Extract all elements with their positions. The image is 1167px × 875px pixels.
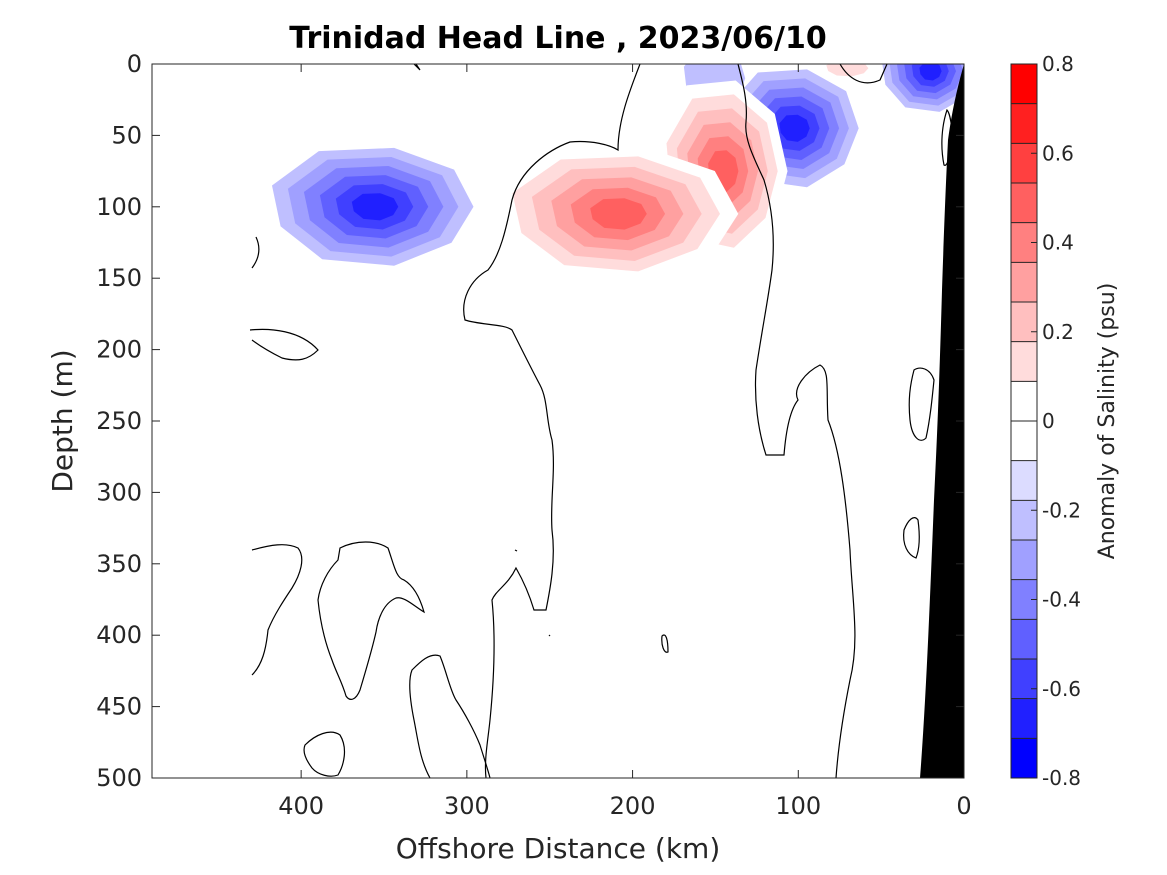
x-tick-label: 200 [610, 792, 656, 820]
colorbar-tick-label: -0.4 [1042, 588, 1081, 612]
colorbar-swatch [1011, 738, 1037, 779]
anomaly-fill-layer [272, 64, 964, 282]
x-tick-label: 100 [775, 792, 821, 820]
colorbar-swatch [1011, 143, 1037, 184]
colorbar: -0.8 -0.6 -0.4 -0.2 0 0.2 0.4 0.6 0.8 [1010, 52, 1081, 790]
colorbar-swatch [1011, 500, 1037, 541]
colorbar-swatch [1011, 183, 1037, 224]
zero-contour-line [661, 634, 669, 653]
x-axis: 400 300 200 100 0 [278, 64, 972, 820]
zero-contour-line [303, 731, 346, 777]
x-tick-label: 400 [278, 792, 324, 820]
bathymetry-slope [920, 64, 964, 778]
anomaly-band [351, 193, 399, 221]
zero-contour-line [463, 64, 641, 778]
y-tick-label: 450 [96, 693, 142, 721]
anomaly-band [826, 64, 869, 77]
colorbar-swatch [1011, 302, 1037, 343]
colorbar-tick-label: 0.4 [1042, 231, 1074, 255]
colorbar-swatch [1011, 460, 1037, 501]
chart-title: Trinidad Head Line , 2023/06/10 [289, 21, 826, 56]
y-tick-label: 500 [96, 764, 142, 792]
zero-contour-line [548, 634, 551, 637]
colorbar-tick-label: 0.2 [1042, 320, 1074, 344]
x-tick-label: 300 [444, 792, 490, 820]
colorbar-tick-label: 0 [1042, 409, 1055, 433]
colorbar-swatch [1011, 698, 1037, 739]
y-tick-label: 0 [127, 50, 142, 78]
colorbar-tick-label: 0.8 [1042, 52, 1074, 76]
colorbar-swatch [1011, 64, 1037, 105]
colorbar-swatch [1011, 262, 1037, 303]
colorbar-swatch [1011, 659, 1037, 700]
zero-contour-line [903, 517, 920, 559]
y-tick-label: 250 [96, 407, 142, 435]
colorbar-tick-label: 0.6 [1042, 141, 1074, 165]
y-tick-label: 350 [96, 550, 142, 578]
x-tick-label: 0 [956, 792, 971, 820]
zero-contour-line [409, 654, 491, 778]
anomaly-band [590, 198, 647, 230]
y-axis-label: Depth (m) [46, 349, 79, 492]
y-tick-label: 50 [111, 121, 142, 149]
colorbar-tick-label: -0.6 [1042, 677, 1081, 701]
zero-contour-line [251, 544, 303, 676]
colorbar-swatch [1011, 540, 1037, 581]
y-tick-label: 300 [96, 478, 142, 506]
zero-contour-line [317, 541, 425, 700]
y-axis: 0 50 100 150 200 250 300 350 400 450 500 [96, 50, 964, 792]
colorbar-swatch [1011, 421, 1037, 462]
zero-contour-line [249, 328, 319, 361]
zero-contour-line [839, 64, 888, 84]
anomaly-band [779, 114, 810, 142]
y-tick-label: 100 [96, 193, 142, 221]
y-tick-label: 200 [96, 336, 142, 364]
zero-contour-line [251, 236, 260, 269]
colorbar-tick-label: -0.2 [1042, 498, 1081, 522]
zero-contour-line [514, 549, 518, 552]
y-tick-label: 150 [96, 264, 142, 292]
anomaly-band [919, 64, 942, 81]
x-axis-label: Offshore Distance (km) [396, 832, 721, 865]
zero-contour-line [737, 64, 856, 778]
y-tick-label: 400 [96, 621, 142, 649]
colorbar-tick-label: -0.8 [1042, 766, 1081, 790]
colorbar-swatch [1011, 619, 1037, 660]
zero-contour-line [908, 367, 935, 441]
colorbar-swatch [1011, 341, 1037, 382]
colorbar-label: Anomaly of Salinity (psu) [1095, 283, 1120, 560]
colorbar-swatch [1011, 381, 1037, 422]
colorbar-swatch [1011, 103, 1037, 144]
zero-contour-line [413, 64, 421, 71]
zero-contour-layer [249, 64, 953, 778]
